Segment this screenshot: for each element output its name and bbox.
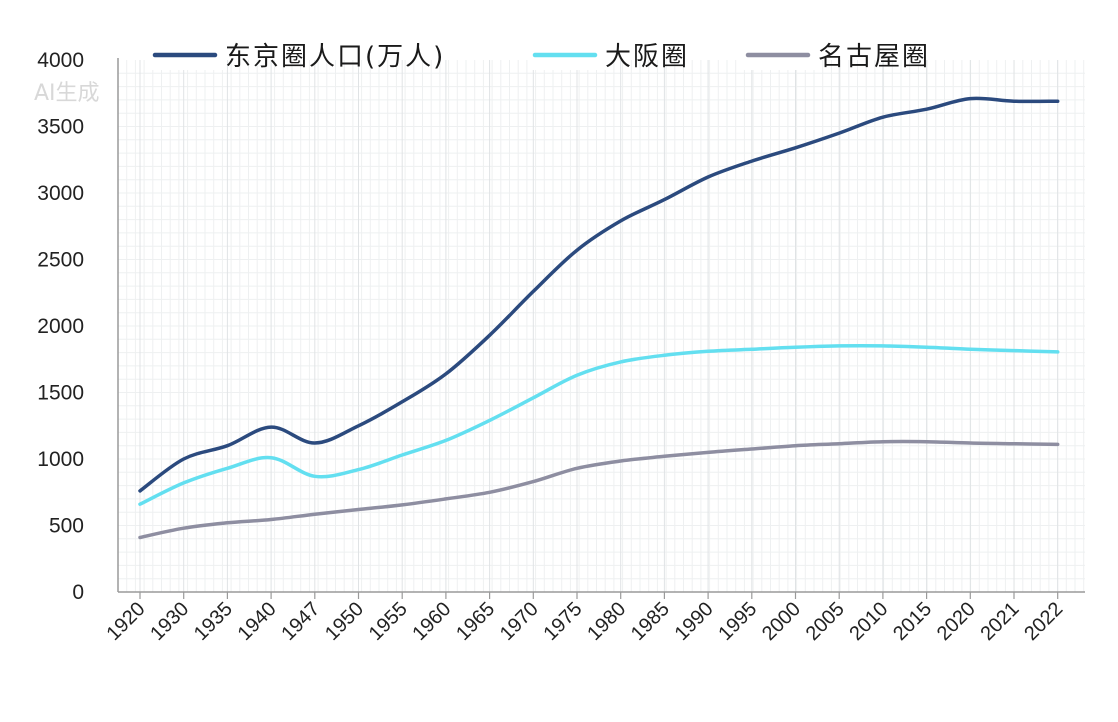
y-tick-label: 3500	[37, 116, 84, 139]
x-tick-label: 2022	[1020, 598, 1067, 645]
series-group	[138, 96, 1060, 540]
series-line-osaka	[138, 344, 1060, 506]
x-tick-label: 1950	[321, 598, 368, 645]
x-tick-label: 1995	[714, 598, 761, 645]
watermark-text: AI生成	[34, 81, 100, 106]
y-tick-label: 1000	[37, 448, 84, 471]
legend-label: 大阪圈	[605, 42, 689, 72]
x-tick-label: 1980	[583, 598, 630, 645]
x-tick-label: 1990	[671, 598, 718, 645]
y-tick-label: 2500	[37, 249, 84, 272]
x-tick-label: 1975	[540, 598, 587, 645]
legend-label: 东京圈人口(万人)	[225, 42, 445, 72]
legend-item-nagoya: 名古屋圈	[742, 36, 930, 72]
x-tick-label: 2020	[933, 598, 980, 645]
x-tick-label: 1965	[452, 598, 499, 645]
x-tick-label: 1920	[103, 598, 150, 645]
x-tick-label: 2005	[802, 598, 849, 645]
legend-label: 名古屋圈	[818, 42, 930, 72]
legend-item-osaka: 大阪圈	[529, 36, 689, 72]
series-line-tokyo	[138, 96, 1060, 493]
y-tick-label: 2000	[37, 315, 84, 338]
x-tick-label: 1960	[408, 598, 455, 645]
x-tick-label: 1935	[190, 598, 237, 645]
series-line-nagoya	[138, 439, 1060, 540]
x-tick-label: 1985	[627, 598, 674, 645]
x-tick-label: 1930	[146, 598, 193, 645]
x-tick-label: 1947	[277, 598, 324, 645]
x-tick-label: 1955	[365, 598, 412, 645]
x-tick-label: 2021	[977, 598, 1024, 645]
y-tick-label: 4000	[37, 49, 84, 72]
x-tick-label: 2000	[758, 598, 805, 645]
y-tick-label: 500	[49, 515, 84, 538]
legend-item-tokyo: 东京圈人口(万人)	[149, 36, 445, 72]
grid	[117, 60, 1085, 593]
x-tick-label: 2015	[889, 598, 936, 645]
y-tick-label: 3000	[37, 182, 84, 205]
x-tick-label: 1940	[234, 598, 281, 645]
y-tick-label: 0	[72, 581, 84, 604]
x-tick-label: 2010	[845, 598, 892, 645]
x-tick-label: 1970	[496, 598, 543, 645]
y-tick-label: 1500	[37, 382, 84, 405]
legend: 东京圈人口(万人) 大阪圈 名古屋圈	[149, 36, 930, 72]
